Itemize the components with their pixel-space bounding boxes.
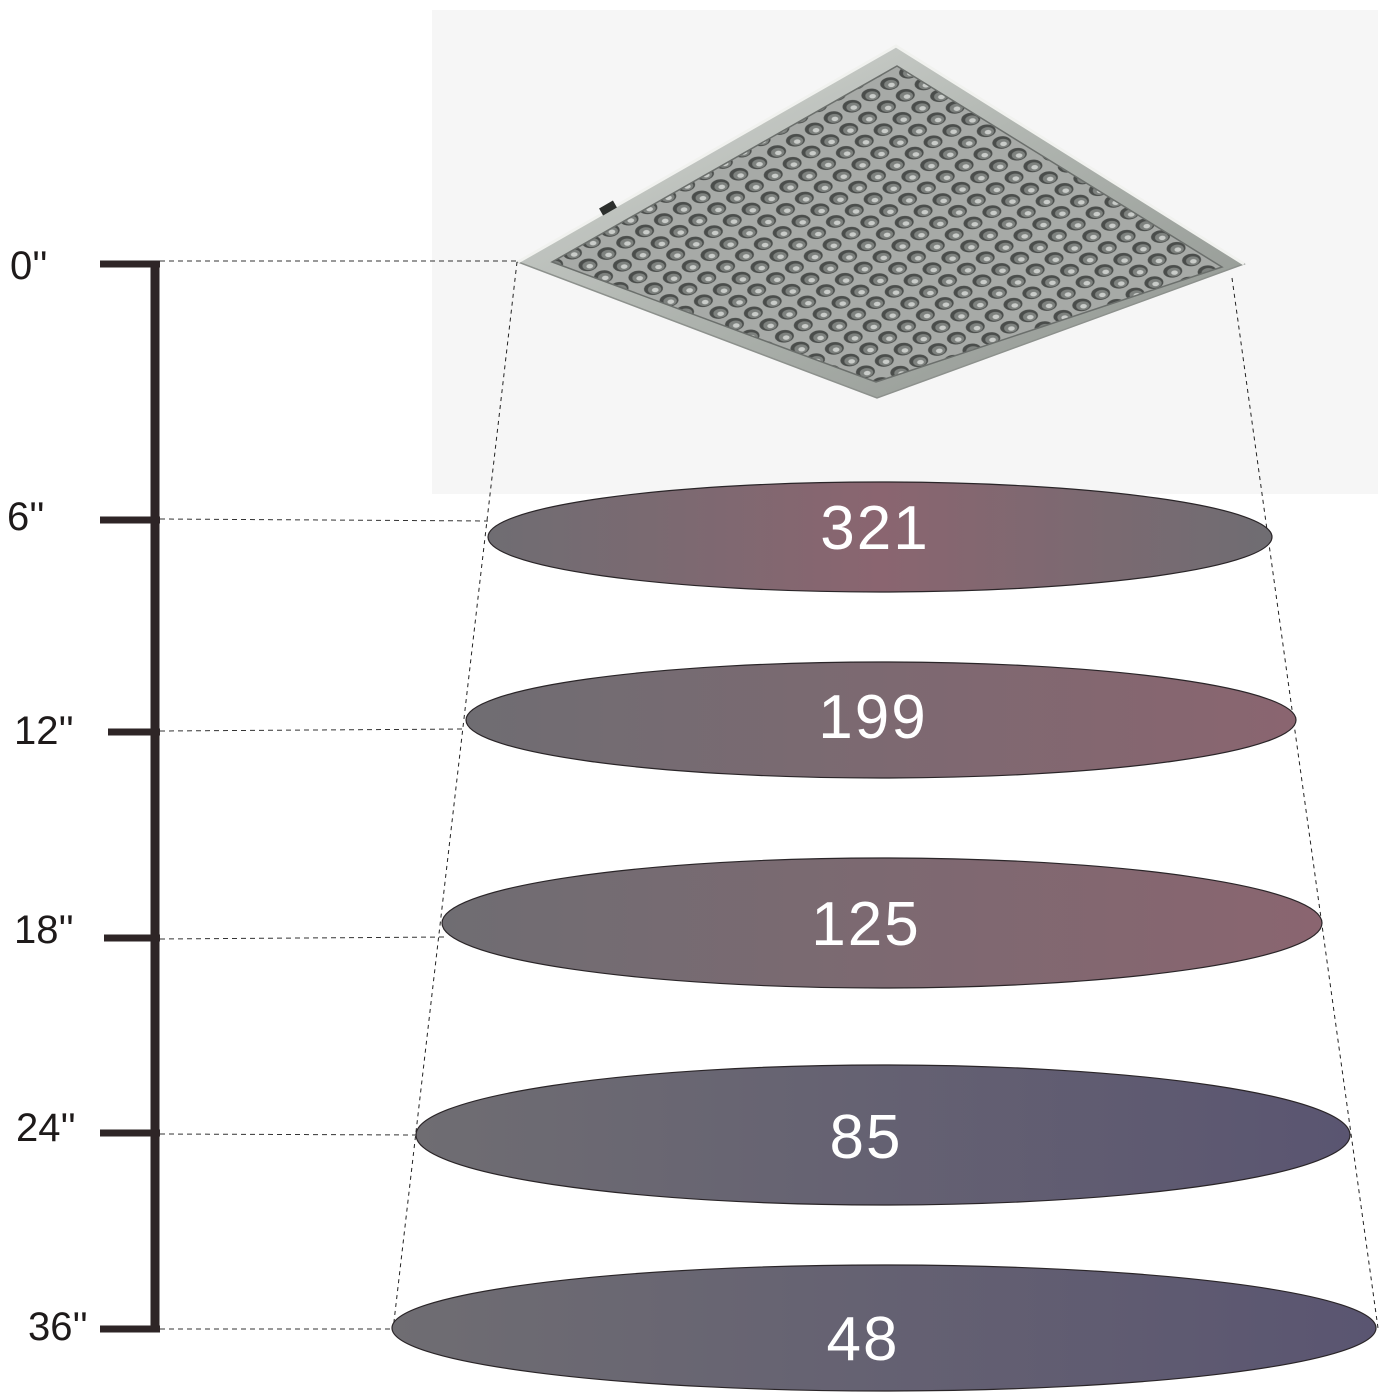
lamp-led-grid xyxy=(552,66,1222,382)
lamp-frame-highlight xyxy=(517,44,1245,266)
reading-18: 125 xyxy=(441,857,1323,989)
distance-label-36: 36'' xyxy=(28,1305,88,1349)
distance-label-18: 18'' xyxy=(14,908,74,952)
guide-line-18 xyxy=(159,936,445,940)
reading-value: 199 xyxy=(818,683,927,752)
reading-6: 321 xyxy=(487,481,1273,593)
distance-label-12: 12'' xyxy=(14,709,74,753)
reading-value: 48 xyxy=(827,1305,900,1374)
lamp-switch xyxy=(599,200,617,216)
light-footprint-ellipse xyxy=(415,1064,1351,1206)
reading-24: 85 xyxy=(415,1064,1351,1206)
guide-line-24 xyxy=(159,1133,419,1136)
light-footprint-ellipse xyxy=(465,661,1297,779)
lamp-inner-edge xyxy=(550,65,1224,383)
light-footprint-ellipse xyxy=(487,481,1273,593)
distance-label-6: 6'' xyxy=(7,495,45,539)
reading-value: 125 xyxy=(811,890,920,959)
reading-value: 321 xyxy=(820,494,929,563)
led-grow-light-panel-icon xyxy=(516,44,1246,399)
reading-value: 85 xyxy=(830,1103,903,1172)
guide-line-12 xyxy=(159,728,467,732)
guide-line-6 xyxy=(159,518,489,522)
distance-label-0: 0'' xyxy=(10,244,48,288)
reading-12: 199 xyxy=(465,661,1297,779)
distance-label-24: 24'' xyxy=(16,1106,76,1150)
reading-36: 48 xyxy=(391,1264,1377,1392)
light-footprint-ellipse xyxy=(441,857,1323,989)
distance-ruler xyxy=(100,260,160,1333)
guide-lines xyxy=(159,260,518,1330)
light-footprint-ellipse xyxy=(391,1264,1377,1392)
cone-right-line xyxy=(1231,277,1379,1329)
cone-left-line xyxy=(392,261,518,1331)
